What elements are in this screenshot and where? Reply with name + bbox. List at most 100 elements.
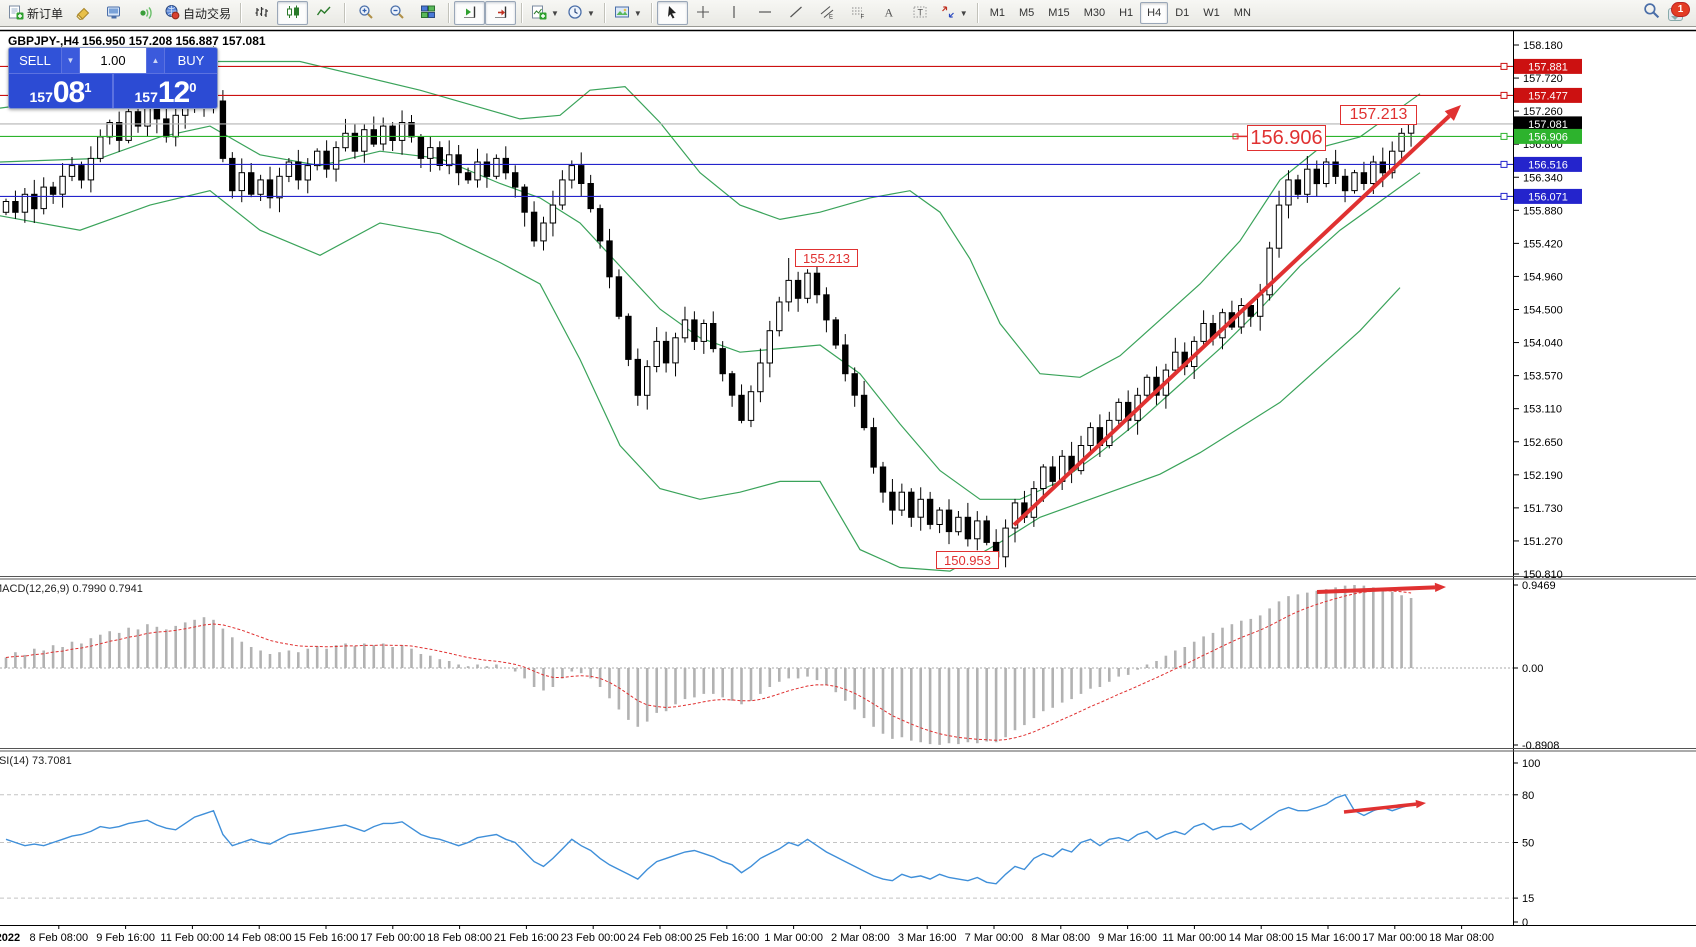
vline-icon — [726, 4, 742, 23]
tf-button-mn[interactable]: MN — [1233, 7, 1251, 19]
svg-text:A: A — [885, 5, 894, 19]
annotation-price-label[interactable]: 157.213 — [1340, 105, 1417, 125]
tf-button-m15[interactable]: M15 — [1048, 7, 1070, 19]
svg-text:156.906: 156.906 — [1528, 131, 1568, 143]
tf-button-m5[interactable]: M5 — [1019, 7, 1035, 19]
notification-count-badge: 1 — [1671, 2, 1690, 17]
equidistant-channel-tool-button[interactable]: E — [812, 1, 843, 25]
svg-text:7 Feb 2022: 7 Feb 2022 — [0, 932, 20, 944]
sell-price[interactable]: 157 08 1 — [9, 74, 114, 108]
signal-icon — [137, 4, 153, 23]
search-icon[interactable] — [1643, 2, 1660, 24]
svg-text:T: T — [918, 7, 924, 17]
price-chart-canvas[interactable]: 158.180157.720157.260156.800156.340155.8… — [0, 27, 1696, 947]
svg-text:17 Feb 00:00: 17 Feb 00:00 — [360, 932, 425, 944]
svg-text:151.730: 151.730 — [1523, 503, 1563, 515]
signals-button[interactable] — [129, 1, 160, 25]
toolbar: 新订单 自动交易 ▼ ▼ ▼ E F A T ▼ M1 M5 M15 M30 H1 H4 D1 W1 MN 1 — [0, 0, 1696, 27]
text-tool-button[interactable]: A — [874, 1, 905, 25]
toolbar-separator — [521, 3, 523, 23]
tf-button-m1[interactable]: M1 — [989, 7, 1005, 19]
tile-windows-button[interactable] — [412, 1, 443, 25]
svg-text:15: 15 — [1522, 893, 1534, 905]
arrows-icon — [940, 4, 956, 23]
eraser-button[interactable] — [67, 1, 98, 25]
chart-window[interactable]: 158.180 157.720 157.260 156.800 156.340 155.8… — [0, 27, 1696, 947]
text-icon: A — [881, 4, 897, 23]
text-label-icon: T — [912, 4, 928, 23]
volume-increase-button[interactable]: ▲ — [146, 48, 165, 73]
candlestick-chart-button[interactable] — [277, 1, 309, 25]
toolbar-separator — [240, 3, 242, 23]
annotation-price-label[interactable]: 156.906 — [1247, 125, 1326, 151]
toolbar-separator — [650, 3, 652, 23]
svg-text:156.516: 156.516 — [1528, 159, 1568, 171]
svg-text:152.650: 152.650 — [1523, 437, 1563, 449]
svg-text:151.270: 151.270 — [1523, 536, 1563, 548]
svg-text:14 Mar 08:00: 14 Mar 08:00 — [1229, 932, 1294, 944]
tile-windows-icon — [420, 4, 436, 23]
rsi-panel: 100 80 50 15 0 — [0, 758, 1540, 929]
svg-text:15 Feb 16:00: 15 Feb 16:00 — [294, 932, 359, 944]
zoom-in-button[interactable] — [350, 1, 381, 25]
volume-input[interactable]: 1.00 — [80, 48, 146, 73]
annotation-price-label[interactable]: 150.953 — [936, 551, 999, 569]
new-order-button[interactable]: 新订单 — [4, 1, 67, 25]
price-level-lines[interactable]: 157.881157.477157.081156.906156.516156.0… — [0, 58, 1582, 204]
svg-text:2 Mar 08:00: 2 Mar 08:00 — [831, 932, 890, 944]
autotrading-button[interactable]: 自动交易 — [160, 1, 235, 25]
periods-clock-icon — [567, 4, 583, 23]
tf-button-d1[interactable]: D1 — [1175, 7, 1190, 19]
chart-shift-button[interactable] — [454, 1, 486, 25]
rsi-indicator-header: RSI(14) 73.7081 — [0, 755, 72, 767]
svg-text:156.340: 156.340 — [1523, 172, 1563, 184]
trendline-tool-button[interactable] — [781, 1, 812, 25]
terminal-icon — [106, 4, 122, 23]
chart-line-icon — [316, 4, 332, 23]
svg-text:E: E — [829, 14, 833, 20]
svg-text:18 Feb 08:00: 18 Feb 08:00 — [427, 932, 492, 944]
toolbar-separator — [603, 3, 605, 23]
svg-text:9 Mar 16:00: 9 Mar 16:00 — [1098, 932, 1157, 944]
zoom-out-button[interactable] — [381, 1, 412, 25]
indicators-button[interactable]: ▼ — [527, 1, 563, 25]
sell-button[interactable]: SELL — [9, 48, 61, 73]
text-label-tool-button[interactable]: T — [905, 1, 936, 25]
tf-button-h1[interactable]: H1 — [1119, 7, 1134, 19]
channel-icon: E — [819, 4, 835, 23]
tf-button-h4[interactable]: H4 — [1140, 2, 1169, 24]
line-chart-button[interactable] — [308, 1, 339, 25]
periods-button[interactable]: ▼ — [563, 1, 599, 25]
buy-price[interactable]: 157 12 0 — [134, 76, 197, 109]
annotation-arrows[interactable] — [1012, 105, 1461, 814]
symbol-ohlc-header: GBPJPY-,H4 156.950 157.208 156.887 157.0… — [8, 34, 266, 48]
annotation-price-label[interactable]: 155.213 — [795, 249, 858, 267]
toolbar-separator — [344, 3, 346, 23]
notifications-icon[interactable]: 1 — [1668, 2, 1690, 21]
data-window-button[interactable] — [98, 1, 129, 25]
templates-button[interactable]: ▼ — [610, 1, 646, 25]
tf-button-m30[interactable]: M30 — [1083, 7, 1106, 19]
svg-text:100: 100 — [1522, 758, 1540, 770]
arrows-tool-button[interactable]: ▼ — [936, 1, 972, 25]
svg-text:156.071: 156.071 — [1528, 191, 1568, 203]
fibonacci-tool-button[interactable]: F — [843, 1, 874, 25]
templates-icon — [614, 4, 630, 23]
vertical-line-tool-button[interactable] — [719, 1, 750, 25]
svg-text:80: 80 — [1522, 790, 1534, 802]
dropdown-caret-icon: ▼ — [633, 8, 642, 18]
one-click-trading-panel: SELL ▼ 1.00 ▲ BUY 157 08 1 157 12 0 — [8, 47, 218, 109]
tf-button-w1[interactable]: W1 — [1203, 7, 1220, 19]
buy-button[interactable]: BUY — [165, 48, 217, 73]
bar-chart-button[interactable] — [246, 1, 277, 25]
auto-scroll-button[interactable] — [485, 1, 517, 25]
svg-text:1 Mar 00:00: 1 Mar 00:00 — [764, 932, 823, 944]
svg-text:8 Mar 08:00: 8 Mar 08:00 — [1031, 932, 1090, 944]
toolbar-separator — [976, 3, 978, 23]
volume-decrease-button[interactable]: ▼ — [61, 48, 80, 73]
cursor-icon — [664, 4, 680, 23]
chart-bars-icon — [254, 4, 270, 23]
cursor-tool-button[interactable] — [656, 1, 688, 25]
crosshair-tool-button[interactable] — [688, 1, 719, 25]
horizontal-line-tool-button[interactable] — [750, 1, 781, 25]
